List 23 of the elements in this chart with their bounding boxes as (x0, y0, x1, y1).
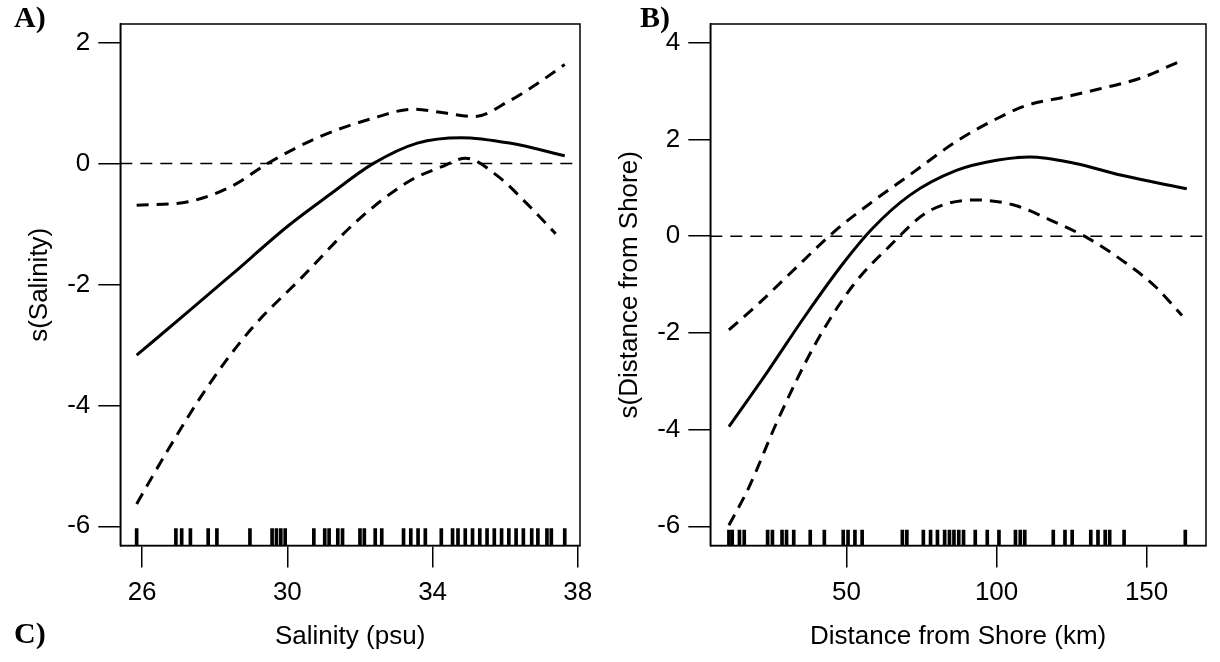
x-tick-label: 30 (272, 576, 302, 607)
y-tick-label: -6 (657, 509, 681, 540)
y-tick-label: 0 (665, 219, 681, 250)
x-tick-label: 50 (832, 576, 861, 607)
y-tick-label: -4 (657, 412, 681, 443)
y-tick-label: -6 (67, 509, 91, 540)
x-tick-label: 26 (127, 576, 157, 607)
y-axis-title: s(Salinity) (22, 227, 53, 342)
x-axis-title: Salinity (psu) (275, 619, 426, 650)
x-axis-title: Distance from Shore (km) (810, 619, 1107, 650)
text: A) (14, 0, 46, 34)
text: C) (14, 615, 46, 650)
y-tick-label: -2 (657, 316, 681, 347)
x-tick-label: 38 (563, 576, 593, 607)
y-tick-label: 2 (665, 122, 681, 153)
x-tick-label: 34 (418, 576, 448, 607)
x-tick-label: 150 (1124, 576, 1169, 607)
y-axis-title: s(Distance from Shore) (612, 151, 643, 419)
x-tick-label: 100 (974, 576, 1019, 607)
y-tick-label: -4 (67, 388, 91, 419)
y-tick-label: 0 (75, 146, 91, 177)
y-tick-label: 2 (75, 25, 91, 56)
y-tick-label: -2 (67, 267, 91, 298)
